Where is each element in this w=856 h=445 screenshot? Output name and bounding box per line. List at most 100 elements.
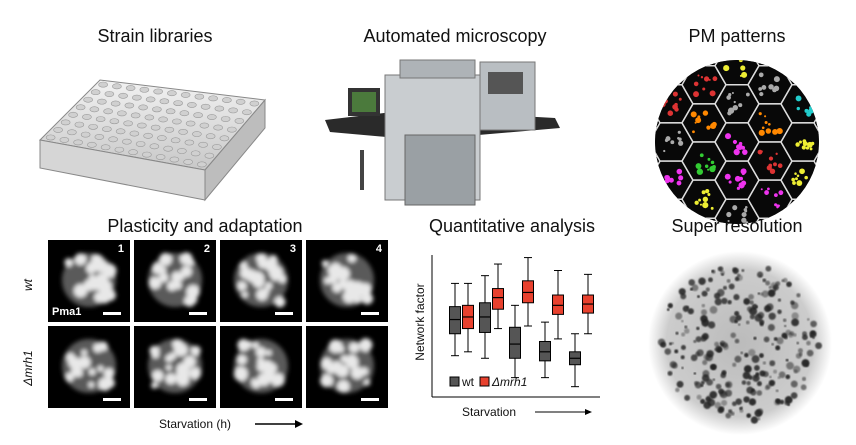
well <box>157 135 167 141</box>
spot <box>732 205 738 211</box>
spot <box>798 140 802 144</box>
spot <box>776 127 783 135</box>
spot <box>698 198 702 202</box>
spot <box>775 152 778 155</box>
cell-spot <box>153 262 160 270</box>
well <box>249 100 260 107</box>
speckle <box>771 342 775 346</box>
spot <box>745 92 750 97</box>
speckle <box>746 413 752 418</box>
speckle <box>742 371 751 380</box>
well <box>199 122 210 129</box>
well <box>83 96 93 103</box>
spot <box>676 168 683 175</box>
speckle <box>681 319 684 323</box>
spot <box>672 91 678 97</box>
speckle <box>782 318 787 323</box>
cell-spot <box>241 291 248 298</box>
speckle <box>775 389 779 393</box>
speckle <box>680 344 686 351</box>
speckle <box>727 299 732 305</box>
scale-bar <box>361 312 379 315</box>
speckle <box>786 361 794 370</box>
cell-spot <box>86 262 98 274</box>
well <box>212 144 222 150</box>
super-resolution <box>648 251 832 435</box>
speckle <box>769 360 776 367</box>
well <box>150 124 161 131</box>
speckle <box>666 308 670 311</box>
spot <box>741 180 747 186</box>
spot <box>726 95 732 100</box>
speckle <box>743 298 751 305</box>
spot <box>665 136 671 142</box>
well <box>135 141 146 147</box>
spot <box>764 121 768 125</box>
speckle <box>750 416 759 424</box>
speckle <box>752 374 760 382</box>
spot <box>805 146 810 150</box>
speckle <box>764 305 772 313</box>
spot <box>739 74 743 77</box>
well <box>103 108 113 115</box>
spot <box>728 93 732 97</box>
speckle <box>763 336 770 343</box>
legend-label: wt <box>461 375 475 389</box>
speckle <box>768 312 776 320</box>
spot <box>740 65 746 71</box>
speckle <box>714 341 720 347</box>
speckle <box>682 305 690 312</box>
cell-spot <box>347 254 357 263</box>
spot <box>776 204 780 208</box>
stain-label: Pma1 <box>52 306 81 318</box>
well <box>128 149 138 156</box>
speckle <box>696 326 700 331</box>
cell-spot <box>353 295 362 304</box>
spot <box>706 125 711 130</box>
cell-spot <box>328 339 343 353</box>
speckle <box>800 384 807 391</box>
cell-spot <box>350 366 364 380</box>
cell-spot <box>71 365 83 378</box>
speckle <box>675 387 680 393</box>
arrow <box>535 409 592 415</box>
well <box>80 131 91 138</box>
speckle <box>687 308 694 315</box>
spot <box>732 105 739 111</box>
cell-spot <box>321 260 329 267</box>
spot <box>768 122 771 126</box>
well <box>144 114 155 121</box>
speckle <box>743 396 750 403</box>
well <box>68 111 78 118</box>
speckle <box>703 353 711 361</box>
spot <box>760 150 763 153</box>
speckle <box>735 314 742 321</box>
speckle <box>777 376 781 380</box>
cell <box>320 253 374 307</box>
spot <box>733 54 738 59</box>
speckle <box>722 285 727 290</box>
speckle <box>784 396 793 404</box>
cell-spot <box>64 258 73 267</box>
cell-spot <box>159 266 167 274</box>
speckle <box>790 380 798 388</box>
speckle <box>775 281 781 286</box>
cell-spot <box>176 373 190 387</box>
speckle <box>748 398 757 406</box>
cell-spot <box>103 368 115 379</box>
column-label: 1 <box>118 243 124 255</box>
well <box>132 94 142 101</box>
speckle <box>757 417 761 421</box>
spot <box>739 176 743 181</box>
speckle <box>664 348 672 355</box>
well <box>200 103 211 110</box>
cell-spot <box>186 284 200 299</box>
cell-spot <box>346 354 358 365</box>
speckle <box>750 389 757 396</box>
speckle <box>785 329 792 336</box>
well <box>197 161 207 168</box>
speckle <box>765 280 771 286</box>
spot <box>768 84 774 90</box>
speckle <box>806 349 814 357</box>
speckle <box>754 313 763 322</box>
